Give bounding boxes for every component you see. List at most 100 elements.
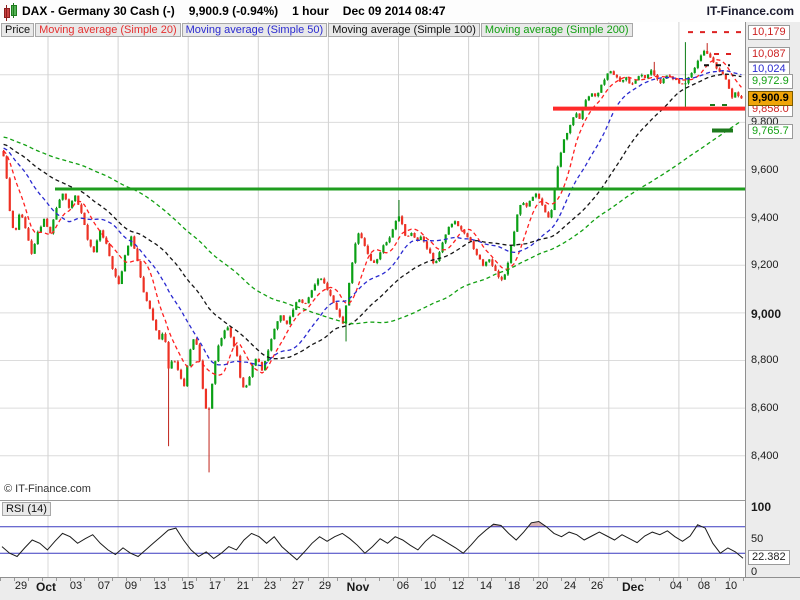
- level-lines: [55, 31, 745, 191]
- ma-line-20: [3, 59, 742, 376]
- time-label-03: 03: [69, 580, 83, 592]
- time-tick: [673, 578, 674, 581]
- price-tick-8600: 8,600: [751, 402, 779, 415]
- time-tick: [392, 578, 394, 581]
- price-tick-9400: 9,400: [751, 211, 779, 224]
- rsi-current-value: 22.382: [748, 550, 790, 566]
- rsi-overbought-fill: [490, 521, 703, 527]
- rsi-tick-100: 100: [751, 500, 772, 514]
- time-tick: [602, 578, 604, 581]
- time-tick: [294, 578, 296, 581]
- instrument-title: DAX - Germany 30 Cash (-): [22, 4, 175, 18]
- price-level-label-9765.7: 9,765.7: [748, 123, 793, 139]
- time-tick: [154, 578, 156, 581]
- time-tick: [420, 578, 422, 581]
- time-tick: [532, 578, 534, 581]
- time-label-21: 21: [236, 580, 250, 592]
- time-tick: [252, 578, 254, 581]
- rsi-tick-50: 50: [751, 533, 764, 545]
- quote-price-change: 9,900.9 (-0.94%): [188, 4, 279, 18]
- time-tick: [336, 578, 338, 581]
- time-label-06: 06: [396, 580, 410, 592]
- ma20-button[interactable]: Moving average (Simple 20): [35, 23, 181, 37]
- time-tick: [28, 578, 29, 581]
- time-label-10: 10: [423, 580, 437, 592]
- time-tick: [743, 578, 745, 581]
- time-label-20: 20: [535, 580, 549, 592]
- chart-watermark: © IT-Finance.com: [4, 483, 91, 495]
- time-tick: [42, 578, 44, 581]
- price-level-label-9972.9: 9,972.9: [748, 74, 793, 90]
- time-tick: [448, 578, 450, 581]
- interval-label: 1 hour: [292, 4, 329, 18]
- time-tick: [378, 578, 380, 581]
- price-chart-panel[interactable]: © IT-Finance.com: [0, 22, 745, 500]
- time-tick: [729, 578, 730, 581]
- ma-line-200: [3, 120, 742, 325]
- time-tick: [112, 578, 114, 581]
- price-tick-9200: 9,200: [751, 259, 779, 272]
- time-tick: [476, 578, 478, 581]
- time-tick: [490, 578, 492, 581]
- time-tick: [168, 578, 170, 581]
- time-label-10: 10: [724, 580, 738, 592]
- time-label-Oct: Oct: [35, 580, 57, 594]
- time-tick: [140, 578, 142, 581]
- time-label-09: 09: [124, 580, 138, 592]
- time-label-26: 26: [590, 580, 604, 592]
- ma100-button[interactable]: Moving average (Simple 100): [328, 23, 480, 37]
- time-label-04: 04: [669, 580, 683, 592]
- time-tick: [0, 578, 1, 581]
- price-series-button[interactable]: Price: [1, 23, 35, 37]
- time-label-24: 24: [563, 580, 577, 592]
- time-tick: [574, 578, 576, 581]
- rsi-indicator-button[interactable]: RSI (14): [2, 502, 51, 516]
- time-tick: [687, 578, 688, 581]
- title-bar: DAX - Germany 30 Cash (-) 9,900.9 (-0.94…: [0, 0, 800, 23]
- time-label-27: 27: [291, 580, 305, 592]
- price-axis: 9,800 9,600 9,400 9,200 9,000 8,800 8,600 8,400…: [745, 22, 800, 578]
- time-tick: [322, 578, 324, 581]
- brand-logo: IT-Finance.com: [706, 4, 794, 18]
- time-label-Nov: Nov: [346, 580, 370, 594]
- rsi-chart[interactable]: [0, 501, 745, 577]
- time-tick: [658, 578, 660, 581]
- time-tick: [14, 578, 15, 581]
- time-tick: [308, 578, 310, 581]
- datetime-label: Dec 09 2014 08:47: [342, 4, 446, 18]
- ma50-button[interactable]: Moving average (Simple 50): [181, 23, 328, 37]
- time-tick: [560, 578, 562, 581]
- time-label-07: 07: [97, 580, 111, 592]
- time-tick: [434, 578, 436, 581]
- price-level-label-10179: 10,179: [748, 25, 790, 41]
- candlestick-chart[interactable]: [0, 22, 745, 500]
- time-tick: [546, 578, 548, 581]
- time-tick: [504, 578, 506, 581]
- time-label-08: 08: [697, 580, 711, 592]
- time-tick: [350, 578, 352, 581]
- time-tick: [462, 578, 464, 581]
- time-label-14: 14: [479, 580, 493, 592]
- time-label-15: 15: [181, 580, 195, 592]
- price-gridlines: [0, 22, 745, 500]
- time-label-Dec: Dec: [621, 580, 645, 594]
- time-label-12: 12: [451, 580, 465, 592]
- price-tick-9600: 9,600: [751, 164, 779, 176]
- time-tick: [518, 578, 520, 581]
- time-tick: [701, 578, 702, 581]
- time-tick: [630, 578, 632, 581]
- time-tick: [364, 578, 366, 581]
- time-label-17: 17: [208, 580, 222, 592]
- time-tick: [182, 578, 184, 581]
- time-label-29: 29: [318, 580, 332, 592]
- time-tick: [84, 578, 86, 581]
- ma200-button[interactable]: Moving average (Simple 200): [480, 23, 633, 37]
- time-tick: [616, 578, 618, 581]
- rsi-line: [1, 520, 744, 561]
- rsi-tick-0: 0: [751, 566, 758, 578]
- time-tick: [98, 578, 100, 581]
- time-tick: [588, 578, 590, 581]
- time-label-29: 29: [14, 580, 28, 592]
- rsi-panel[interactable]: RSI (14): [0, 500, 745, 578]
